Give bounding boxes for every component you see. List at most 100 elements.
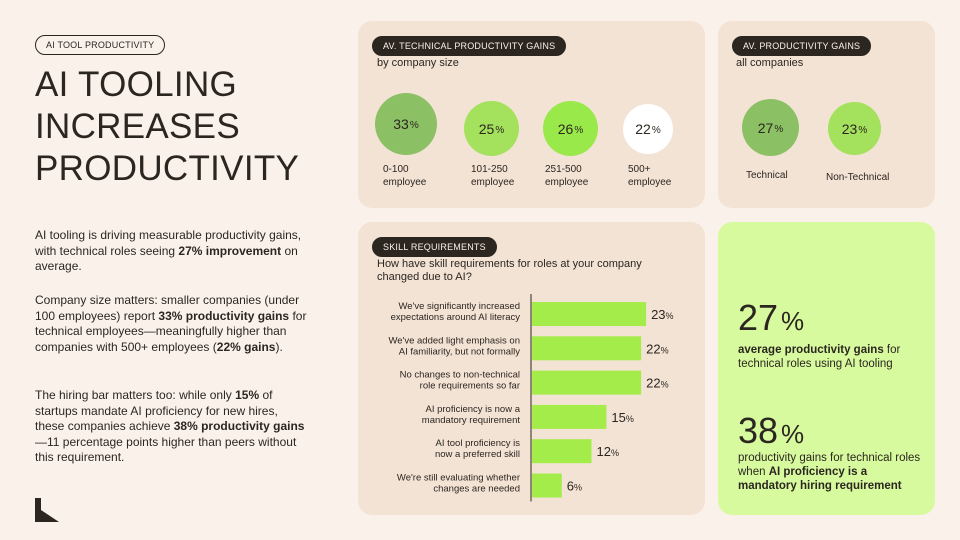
- bubble-unit: %: [409, 120, 419, 131]
- bar-category-label: AI familiarity, but not formally: [399, 346, 521, 357]
- emphasis: average productivity gains: [738, 344, 884, 356]
- label-line: employee: [545, 177, 589, 188]
- bar-category-label: No changes to non-technical: [400, 370, 520, 381]
- title-line-3: PRODUCTIVITY: [35, 149, 300, 188]
- skill-bar: [532, 404, 607, 429]
- stat-value: 27: [738, 297, 779, 338]
- bar-value-label: 15%: [611, 410, 633, 425]
- bar-value-label: 23%: [651, 307, 673, 322]
- bubble-label-251-500: 251-500 employee: [545, 163, 588, 189]
- skill-requirements-panel: 23% We've significantly increased expectat…: [358, 222, 705, 515]
- panel-tag: AV. PRODUCTIVITY GAINS: [732, 36, 872, 56]
- bubble-value: 22: [635, 121, 651, 137]
- bubble-unit: %: [651, 125, 661, 136]
- bubble-500-plus: 22%: [623, 104, 673, 154]
- bar-category-label: mandatory requirement: [422, 415, 521, 426]
- highlight-stat-1: 27%: [738, 297, 804, 339]
- bubble-label-technical: Technical: [746, 170, 788, 181]
- bubble-non-technical: 23%: [828, 102, 881, 155]
- label-line: employee: [383, 177, 427, 188]
- text: The hiring bar matters too: while only: [35, 388, 236, 402]
- bar-value-label: 22%: [646, 376, 668, 391]
- stat-unit: %: [781, 419, 805, 449]
- bubble-label-101-250: 101-250 employee: [471, 163, 514, 189]
- skill-bar: [532, 336, 642, 361]
- bar-category-label: We're still evaluating whether: [397, 473, 520, 484]
- highlights-panel: 27% average productivity gains for techn…: [718, 222, 935, 515]
- highlight-text-2: productivity gains for technical roles w…: [738, 451, 923, 493]
- text: on average.: [35, 243, 298, 274]
- summary-paragraph-1: AI tooling is driving measurable product…: [35, 228, 307, 275]
- emphasis: 27% improvement: [178, 243, 282, 258]
- section-tag: AI TOOL PRODUCTIVITY: [35, 35, 166, 55]
- summary-paragraph-3: The hiring bar matters too: while only 1…: [35, 388, 307, 466]
- skill-bar: [532, 439, 592, 464]
- panel-tag: AV. TECHNICAL PRODUCTIVITY GAINS: [372, 36, 567, 56]
- label-line: 251-500: [545, 164, 582, 175]
- text: of startups mandate AI proficiency for n…: [35, 388, 278, 433]
- label-line: 101-250: [471, 164, 508, 175]
- bubble-value: 26: [557, 120, 574, 137]
- bubble-251-500: 26%: [543, 101, 598, 156]
- label-line: 500+: [628, 164, 651, 175]
- skill-bar: [532, 302, 647, 326]
- bubble-0-100: 33%: [375, 93, 437, 155]
- bar-category-label: We've significantly increased: [398, 301, 520, 312]
- skill-bar: [532, 370, 642, 395]
- summary-paragraph-2: Company size matters: smaller companies …: [35, 293, 307, 355]
- text: Company size matters: smaller companies …: [35, 293, 300, 323]
- bar-value-label: 22%: [646, 341, 668, 356]
- bubble-value: 27: [757, 119, 774, 136]
- text: ).: [275, 339, 283, 354]
- bar-value-label: 6%: [567, 479, 582, 494]
- bar-value-label: 12%: [597, 444, 619, 459]
- chart-question: How have skill requirements for roles at…: [377, 258, 642, 283]
- bar-category-label: expectations around AI literacy: [391, 312, 521, 323]
- bar-category-label: role requirements so far: [420, 381, 520, 392]
- stat-value: 38: [738, 410, 779, 451]
- highlight-stat-2: 38%: [738, 410, 804, 452]
- brand-logo-icon: [35, 498, 59, 522]
- stat-unit: %: [781, 306, 805, 336]
- emphasis: AI proficiency is a mandatory hiring req…: [738, 466, 902, 492]
- bar-category-label: AI proficiency is now a: [425, 404, 520, 415]
- company-size-panel: AV. TECHNICAL PRODUCTIVITY GAINS by comp…: [358, 21, 705, 208]
- text: —11 percentage points higher than peers …: [35, 434, 297, 465]
- bubble-value: 23: [841, 120, 858, 137]
- all-companies-panel: AV. PRODUCTIVITY GAINS all companies 27%…: [718, 21, 935, 208]
- emphasis: 15%: [235, 388, 260, 402]
- title-line-1: AI TOOLING: [35, 65, 238, 104]
- page-title: AI TOOLING INCREASES PRODUCTIVITY: [35, 64, 335, 190]
- label-line: 0-100: [383, 164, 409, 175]
- panel-subtitle: by company size: [377, 57, 459, 69]
- text: for technical roles using AI tooling: [738, 344, 901, 370]
- skill-bar: [532, 473, 562, 498]
- bubble-unit: %: [495, 124, 505, 136]
- bubble-label-0-100: 0-100 employee: [383, 163, 426, 189]
- bar-category-label: AI tool proficiency is: [436, 438, 521, 449]
- bubble-101-250: 25%: [464, 101, 519, 156]
- bubble-label-non-technical: Non-Technical: [826, 172, 890, 183]
- bubble-unit: %: [574, 124, 584, 136]
- bubble-value: 25: [478, 120, 495, 137]
- emphasis: 38% productivity gains: [173, 419, 305, 433]
- bubble-value: 33: [393, 116, 409, 132]
- panel-tag: SKILL REQUIREMENTS: [372, 237, 497, 257]
- skill-bar-chart: 23% We've significantly increasedexpectat…: [388, 294, 674, 502]
- bar-category-label: now a preferred skill: [435, 449, 520, 460]
- bar-category-label: We've added light emphasis on: [388, 335, 520, 346]
- text: AI tooling is driving measurable product…: [35, 228, 302, 258]
- bubble-technical: 27%: [742, 99, 799, 156]
- text: for technical employees—meaningfully hig…: [35, 308, 307, 354]
- label-line: employee: [471, 177, 515, 188]
- bar-category-label: changes are needed: [433, 484, 520, 495]
- emphasis: 22% gains: [216, 339, 276, 354]
- title-line-2: INCREASES: [35, 107, 240, 146]
- bubble-unit: %: [774, 123, 784, 135]
- highlight-text-1: average productivity gains for technical…: [738, 343, 923, 371]
- label-line: employee: [628, 177, 672, 188]
- emphasis: 33% productivity gains: [158, 308, 290, 323]
- bubble-unit: %: [858, 124, 868, 136]
- bubble-label-500-plus: 500+ employee: [628, 163, 671, 189]
- panel-subtitle: all companies: [736, 57, 804, 69]
